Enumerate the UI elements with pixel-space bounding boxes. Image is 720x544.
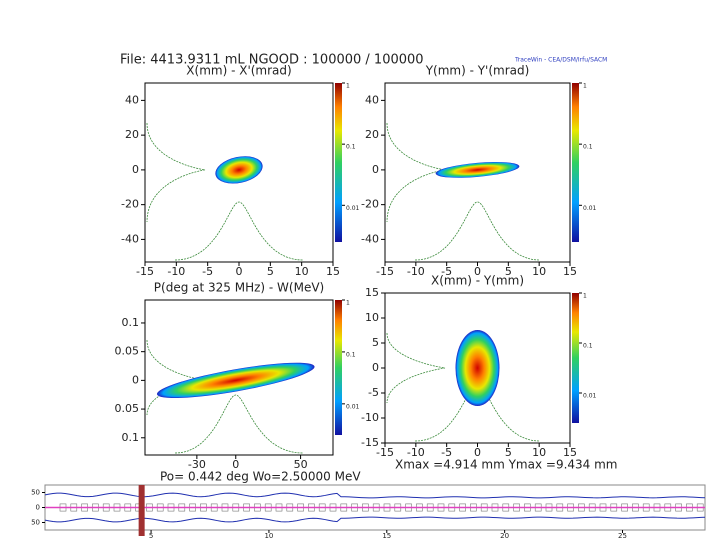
y-tick-label: 5 bbox=[372, 336, 379, 349]
plot-title: P(deg at 325 MHz) - W(MeV) bbox=[154, 281, 324, 295]
x-tick-label: 10 bbox=[532, 446, 546, 459]
y-tick-label: 15 bbox=[365, 286, 379, 299]
x-tick-label: 15 bbox=[382, 532, 391, 540]
x-tick-label: 5 bbox=[149, 532, 153, 540]
x-tick-label: 0 bbox=[474, 265, 481, 278]
x-tick-label: 15 bbox=[563, 446, 577, 459]
colorbar-tick-label: 0.01 bbox=[346, 205, 360, 212]
y-tick-label: 0.1 bbox=[122, 431, 140, 444]
y-tick-label: 0.05 bbox=[115, 402, 140, 415]
colorbar-tick-label: 1 bbox=[583, 293, 587, 300]
envelope bbox=[44, 492, 706, 499]
particle-density bbox=[455, 330, 500, 406]
y-tick-label: -40 bbox=[361, 232, 379, 245]
projection-curve bbox=[146, 339, 206, 416]
x-tick-label: -15 bbox=[376, 265, 394, 278]
x-tick-label: 20 bbox=[500, 532, 509, 540]
y-tick-label: 20 bbox=[365, 128, 379, 141]
particle-density bbox=[435, 162, 520, 178]
x-tick-label: 10 bbox=[532, 265, 546, 278]
colorbar-tick-label: 1 bbox=[346, 300, 350, 307]
x-tick-label: 5 bbox=[267, 265, 274, 278]
y-tick-label: -40 bbox=[121, 232, 139, 245]
x-tick-label: -10 bbox=[407, 265, 425, 278]
projection-curve bbox=[386, 332, 446, 404]
plot-footer: Xmax =4.914 mm Ymax =9.434 mm bbox=[395, 458, 618, 472]
x-tick-label: -10 bbox=[407, 446, 425, 459]
x-tick-label: 15 bbox=[326, 265, 340, 278]
particle-density bbox=[215, 156, 263, 184]
plot-footer: Po= 0.442 deg Wo=2.50000 MeV bbox=[160, 470, 361, 484]
plot-title: Y(mm) - Y'(mrad) bbox=[425, 64, 530, 78]
y-tick-label: 0 bbox=[372, 163, 379, 176]
x-tick-label: 15 bbox=[563, 265, 577, 278]
colorbar-tick-label: 0.1 bbox=[583, 343, 593, 350]
projection-curve bbox=[146, 122, 206, 223]
y-tick-label: 10 bbox=[365, 311, 379, 324]
colorbar-tick-label: 1 bbox=[346, 83, 350, 90]
colorbar bbox=[335, 83, 342, 242]
colorbar bbox=[572, 293, 579, 423]
colorbar-tick-label: 0.1 bbox=[346, 351, 356, 358]
y-tick-label: 0.1 bbox=[122, 316, 140, 329]
projection-curve bbox=[174, 201, 304, 261]
y-tick-label: -15 bbox=[361, 436, 379, 449]
y-tick-label: 50 bbox=[31, 519, 40, 527]
colorbar-tick-label: 0.01 bbox=[583, 205, 597, 212]
x-tick-label: 50 bbox=[294, 458, 308, 471]
x-tick-label: 25 bbox=[618, 532, 627, 540]
colorbar bbox=[572, 83, 579, 242]
y-tick-label: 0 bbox=[36, 504, 40, 512]
envelope bbox=[44, 516, 706, 523]
x-tick-label: 5 bbox=[505, 446, 512, 459]
plot-title: X(mm) - Y(mm) bbox=[431, 274, 524, 288]
y-tick-label: 50 bbox=[31, 489, 40, 497]
y-tick-label: 20 bbox=[125, 128, 139, 141]
colorbar-tick-label: 0.1 bbox=[346, 144, 356, 151]
colorbar-tick-label: 1 bbox=[583, 83, 587, 90]
x-tick-label: -10 bbox=[167, 265, 185, 278]
y-tick-label: -20 bbox=[121, 198, 139, 211]
x-tick-label: 0 bbox=[236, 265, 243, 278]
y-tick-label: -20 bbox=[361, 198, 379, 211]
x-tick-label: -5 bbox=[202, 265, 213, 278]
y-tick-label: 0.05 bbox=[115, 345, 140, 358]
particle-density bbox=[156, 362, 315, 398]
y-tick-label: -10 bbox=[361, 411, 379, 424]
plot-frame bbox=[144, 299, 334, 456]
y-tick-label: 0 bbox=[132, 163, 139, 176]
projection-curve bbox=[174, 394, 304, 454]
y-tick-label: 40 bbox=[365, 93, 379, 106]
x-tick-label: 10 bbox=[295, 265, 309, 278]
colorbar bbox=[335, 300, 342, 435]
x-tick-label: -5 bbox=[441, 446, 452, 459]
x-tick-label: -5 bbox=[441, 265, 452, 278]
x-tick-label: 10 bbox=[264, 532, 273, 540]
colorbar-tick-label: 0.01 bbox=[346, 403, 360, 410]
x-tick-label: -15 bbox=[376, 446, 394, 459]
colorbar-tick-label: 0.01 bbox=[583, 393, 597, 400]
software: TraceWin - CEA/DSM/Irfu/SACM bbox=[514, 57, 607, 64]
projection-curve bbox=[414, 201, 541, 261]
y-tick-label: 40 bbox=[125, 93, 139, 106]
x-tick-label: 0 bbox=[474, 446, 481, 459]
y-tick-label: 0 bbox=[372, 361, 379, 374]
projection-curve bbox=[414, 382, 541, 442]
x-tick-label: -15 bbox=[136, 265, 154, 278]
x-tick-label: 0 bbox=[232, 458, 239, 471]
colorbar-tick-label: 0.1 bbox=[583, 144, 593, 151]
y-tick-label: -5 bbox=[368, 386, 379, 399]
x-tick-label: 5 bbox=[505, 265, 512, 278]
y-tick-label: 0 bbox=[132, 373, 139, 386]
x-tick-label: -30 bbox=[188, 458, 206, 471]
plot-title: X(mm) - X'(mrad) bbox=[186, 64, 291, 78]
position-marker bbox=[138, 485, 145, 536]
file-info: File: 4413.9311 mL NGOOD : 100000 / 1000… bbox=[120, 53, 424, 68]
